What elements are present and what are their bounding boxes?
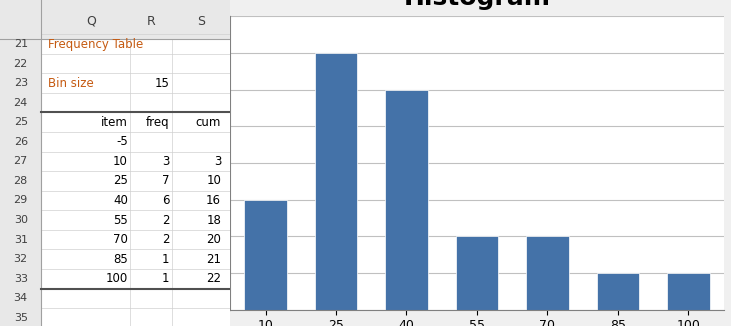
Text: 16: 16 [206, 194, 221, 207]
Text: 1: 1 [162, 253, 170, 266]
Text: 3: 3 [162, 155, 170, 168]
Text: freq: freq [145, 116, 170, 129]
Text: 29: 29 [14, 196, 28, 205]
Text: 10: 10 [206, 174, 221, 187]
Text: 35: 35 [14, 313, 28, 323]
Text: 25: 25 [14, 117, 28, 127]
Text: 28: 28 [14, 176, 28, 186]
Text: Q: Q [86, 15, 96, 28]
Bar [0, 0, 230, 39]
Text: 25: 25 [113, 174, 128, 187]
Text: 21: 21 [14, 39, 28, 49]
Text: 10: 10 [113, 155, 128, 168]
Bar [42, 39, 230, 326]
Text: 24: 24 [14, 98, 28, 108]
Text: 6: 6 [162, 194, 170, 207]
Text: 27: 27 [14, 156, 28, 166]
Text: S: S [197, 15, 205, 28]
Text: 100: 100 [105, 272, 128, 285]
Text: 22: 22 [206, 272, 221, 285]
Text: 55: 55 [113, 214, 128, 227]
Text: 26: 26 [14, 137, 28, 147]
Text: 20: 20 [206, 233, 221, 246]
Bar [667, 273, 710, 310]
Text: 34: 34 [14, 293, 28, 303]
Text: 15: 15 [154, 77, 170, 90]
Text: 33: 33 [14, 274, 28, 284]
Bar [385, 90, 428, 310]
Text: 32: 32 [14, 254, 28, 264]
Text: item: item [101, 116, 128, 129]
Text: 3: 3 [213, 155, 221, 168]
Text: R: R [146, 15, 155, 28]
Bar [315, 53, 357, 310]
Y-axis label: Frequency: Frequency [192, 124, 207, 202]
Text: 21: 21 [206, 253, 221, 266]
Text: 85: 85 [113, 253, 128, 266]
Text: -5: -5 [116, 135, 128, 148]
Text: 70: 70 [113, 233, 128, 246]
Text: 2: 2 [162, 214, 170, 227]
Text: 30: 30 [14, 215, 28, 225]
Bar [244, 200, 287, 310]
Text: 1: 1 [162, 272, 170, 285]
Text: 31: 31 [14, 235, 28, 244]
Text: cum: cum [196, 116, 221, 129]
Text: Frequency Table: Frequency Table [48, 37, 143, 51]
Text: 23: 23 [14, 78, 28, 88]
Text: 22: 22 [14, 59, 28, 68]
Text: Bin size: Bin size [48, 77, 94, 90]
Text: 18: 18 [206, 214, 221, 227]
Text: 2: 2 [162, 233, 170, 246]
Bar [456, 236, 498, 310]
Bar [596, 273, 639, 310]
Title: Histogram: Histogram [404, 0, 550, 10]
Text: 40: 40 [113, 194, 128, 207]
Bar [526, 236, 569, 310]
Bar [0, 39, 42, 326]
Text: 7: 7 [162, 174, 170, 187]
